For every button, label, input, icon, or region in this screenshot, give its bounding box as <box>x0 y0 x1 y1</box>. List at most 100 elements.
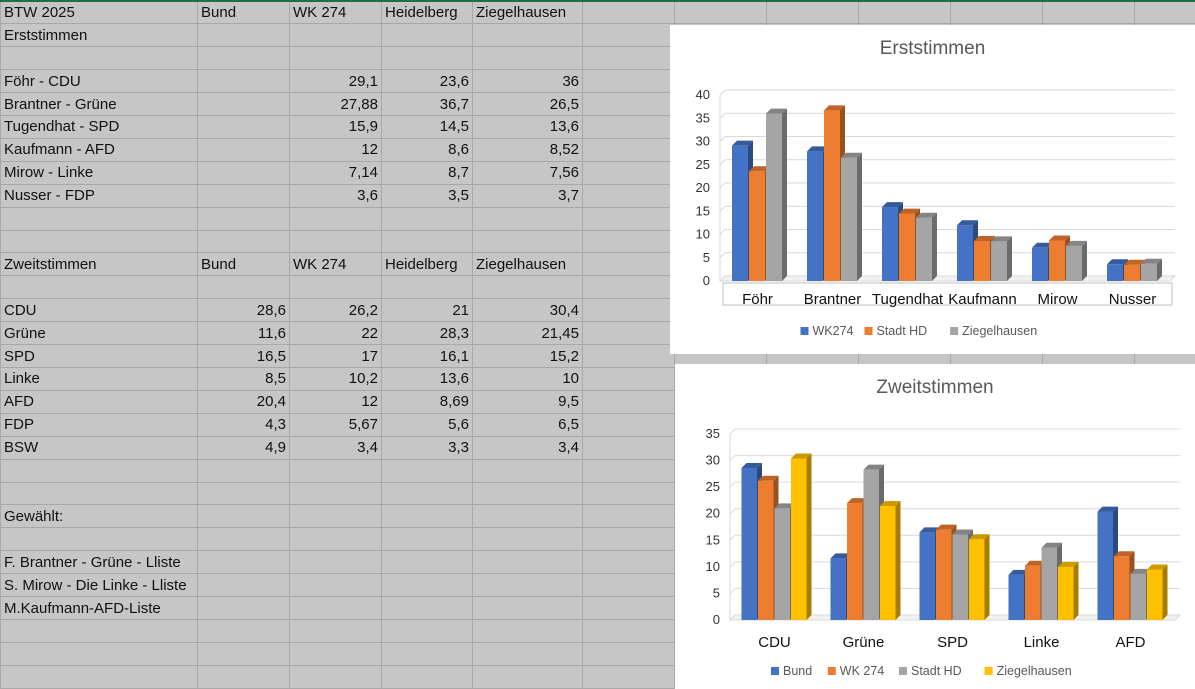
sheet-cell[interactable] <box>197 137 290 162</box>
sheet-cell[interactable] <box>582 252 675 277</box>
sheet-cell[interactable]: 8,52 <box>472 137 583 162</box>
sheet-cell[interactable]: 4,9 <box>197 435 290 460</box>
sheet-cell[interactable] <box>582 527 675 552</box>
sheet-cell[interactable] <box>381 664 473 689</box>
sheet-cell[interactable] <box>289 458 382 483</box>
sheet-cell[interactable] <box>950 0 1043 25</box>
sheet-cell[interactable]: 26,5 <box>472 92 583 117</box>
sheet-cell[interactable] <box>582 504 675 529</box>
sheet-cell[interactable] <box>289 618 382 643</box>
sheet-cell[interactable]: 16,5 <box>197 344 290 368</box>
sheet-cell[interactable] <box>197 596 290 620</box>
sheet-cell[interactable]: SPD <box>0 344 198 368</box>
sheet-cell[interactable] <box>582 367 675 391</box>
sheet-cell[interactable] <box>0 46 198 71</box>
sheet-cell[interactable] <box>289 23 382 48</box>
sheet-cell[interactable] <box>582 389 675 414</box>
sheet-cell[interactable] <box>582 115 675 139</box>
sheet-cell[interactable]: Grüne <box>0 321 198 346</box>
sheet-cell[interactable] <box>0 664 198 689</box>
sheet-cell[interactable]: Tugendhat - SPD <box>0 115 198 139</box>
sheet-cell[interactable] <box>0 275 198 300</box>
sheet-cell[interactable]: 23,6 <box>381 69 473 94</box>
sheet-cell[interactable] <box>197 527 290 552</box>
sheet-cell[interactable]: 30,4 <box>472 298 583 323</box>
sheet-cell[interactable] <box>197 275 290 300</box>
sheet-cell[interactable] <box>472 527 583 552</box>
sheet-cell[interactable] <box>197 46 290 71</box>
sheet-cell[interactable] <box>381 573 473 598</box>
sheet-cell[interactable] <box>289 275 382 300</box>
sheet-cell[interactable] <box>381 229 473 254</box>
sheet-cell[interactable]: 8,5 <box>197 367 290 391</box>
sheet-cell[interactable] <box>197 618 290 643</box>
sheet-cell[interactable] <box>582 69 675 94</box>
sheet-cell[interactable]: CDU <box>0 298 198 323</box>
sheet-cell[interactable] <box>582 160 675 185</box>
sheet-cell[interactable] <box>197 206 290 231</box>
sheet-cell[interactable] <box>289 229 382 254</box>
sheet-cell[interactable] <box>381 275 473 300</box>
sheet-cell[interactable]: 14,5 <box>381 115 473 139</box>
sheet-cell[interactable] <box>197 458 290 483</box>
sheet-cell[interactable]: Zweitstimmen <box>0 252 198 277</box>
sheet-cell[interactable] <box>381 46 473 71</box>
sheet-cell[interactable]: 7,14 <box>289 160 382 185</box>
sheet-cell[interactable] <box>197 504 290 529</box>
sheet-cell[interactable] <box>381 641 473 666</box>
sheet-cell[interactable]: Ziegelhausen <box>472 252 583 277</box>
sheet-cell[interactable] <box>582 641 675 666</box>
sheet-cell[interactable] <box>197 183 290 208</box>
sheet-cell[interactable] <box>381 596 473 620</box>
sheet-cell[interactable]: WK 274 <box>289 0 382 25</box>
sheet-cell[interactable] <box>472 664 583 689</box>
sheet-cell[interactable]: 21 <box>381 298 473 323</box>
sheet-cell[interactable]: BTW 2025 <box>0 0 198 25</box>
sheet-cell[interactable] <box>197 573 290 598</box>
sheet-cell[interactable]: FDP <box>0 412 198 437</box>
sheet-cell[interactable] <box>472 596 583 620</box>
chart-erststimmen[interactable]: Erststimmen 0 5 10 15 20 25 30 35 40 Föhr Brantner T… <box>670 25 1195 354</box>
sheet-cell[interactable]: 27,88 <box>289 92 382 117</box>
sheet-cell[interactable] <box>0 458 198 483</box>
sheet-cell[interactable] <box>582 664 675 689</box>
sheet-cell[interactable] <box>197 550 290 575</box>
sheet-cell[interactable] <box>0 206 198 231</box>
sheet-cell[interactable]: 28,3 <box>381 321 473 346</box>
sheet-cell[interactable] <box>381 618 473 643</box>
sheet-cell[interactable] <box>197 229 290 254</box>
sheet-cell[interactable]: Brantner - Grüne <box>0 92 198 117</box>
sheet-cell[interactable]: 8,7 <box>381 160 473 185</box>
sheet-cell[interactable] <box>289 596 382 620</box>
sheet-cell[interactable]: 3,3 <box>381 435 473 460</box>
sheet-cell[interactable] <box>582 137 675 162</box>
sheet-cell[interactable]: 29,1 <box>289 69 382 94</box>
sheet-cell[interactable] <box>858 0 951 25</box>
sheet-cell[interactable] <box>766 0 859 25</box>
sheet-cell[interactable]: F. Brantner - Grüne - Lliste <box>0 550 198 575</box>
sheet-cell[interactable]: Bund <box>197 0 290 25</box>
sheet-cell[interactable]: 8,6 <box>381 137 473 162</box>
sheet-cell[interactable]: Heidelberg <box>381 252 473 277</box>
sheet-cell[interactable] <box>472 275 583 300</box>
sheet-cell[interactable] <box>289 46 382 71</box>
sheet-cell[interactable] <box>289 206 382 231</box>
sheet-cell[interactable]: 21,45 <box>472 321 583 346</box>
sheet-cell[interactable]: 15,9 <box>289 115 382 139</box>
sheet-cell[interactable]: 11,6 <box>197 321 290 346</box>
sheet-cell[interactable]: 3,6 <box>289 183 382 208</box>
sheet-cell[interactable]: Gewählt: <box>0 504 198 529</box>
sheet-cell[interactable]: BSW <box>0 435 198 460</box>
sheet-cell[interactable] <box>0 641 198 666</box>
sheet-cell[interactable] <box>472 206 583 231</box>
sheet-cell[interactable]: 5,67 <box>289 412 382 437</box>
sheet-cell[interactable]: 5,6 <box>381 412 473 437</box>
sheet-cell[interactable] <box>381 206 473 231</box>
sheet-cell[interactable] <box>472 618 583 643</box>
sheet-cell[interactable] <box>582 46 675 71</box>
sheet-cell[interactable]: 12 <box>289 389 382 414</box>
sheet-cell[interactable] <box>472 458 583 483</box>
sheet-cell[interactable]: Ziegelhausen <box>472 0 583 25</box>
sheet-cell[interactable] <box>289 641 382 666</box>
sheet-cell[interactable]: 36,7 <box>381 92 473 117</box>
